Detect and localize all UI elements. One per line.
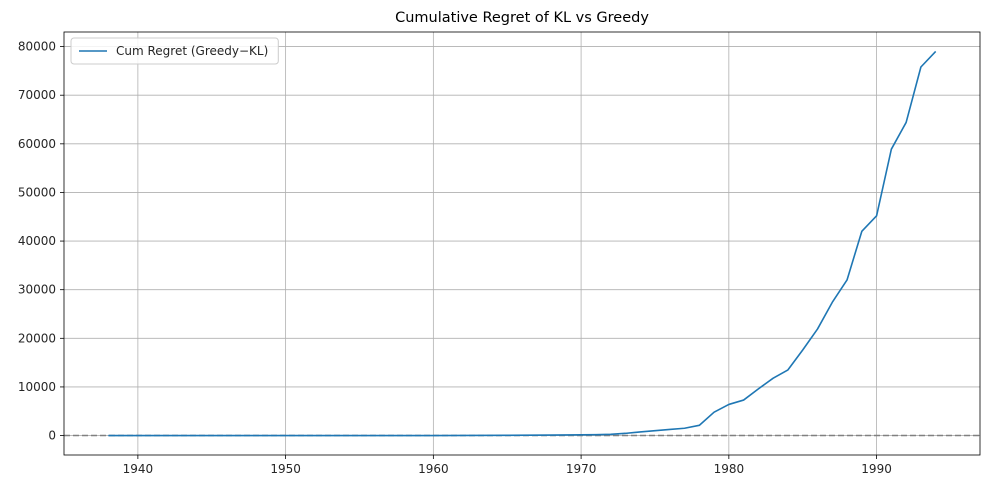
grid <box>64 32 980 455</box>
y-tick-label: 40000 <box>18 234 56 248</box>
series-layer <box>108 50 937 437</box>
y-tick-label: 30000 <box>18 283 56 297</box>
y-tick-label: 50000 <box>18 185 56 199</box>
x-tick-label: 1950 <box>270 462 301 476</box>
x-tick-label: 1990 <box>861 462 892 476</box>
x-axis: 1940 1950 1960 1970 1980 1990 <box>123 455 892 476</box>
y-tick-label: 70000 <box>18 88 56 102</box>
legend-box <box>70 37 279 65</box>
y-tick-label: 20000 <box>18 331 56 345</box>
y-tick-label: 80000 <box>18 40 56 54</box>
x-tick-label: 1960 <box>418 462 449 476</box>
legend: Cum Regret (Greedy−KL) <box>70 37 279 65</box>
y-tick-label: 10000 <box>18 380 56 394</box>
y-axis: 0 10000 20000 30000 40000 50000 60000 70000 8000… <box>18 40 64 443</box>
chart-title: Cumulative Regret of KL vs Greedy <box>395 10 649 26</box>
x-tick-label: 1940 <box>123 462 154 476</box>
x-tick-label: 1980 <box>714 462 745 476</box>
legend-label: Cum Regret (Greedy−KL) <box>116 44 268 58</box>
y-tick-label: 0 <box>48 429 56 443</box>
plot-frame <box>63 31 981 456</box>
y-tick-label: 60000 <box>18 137 56 151</box>
x-tick-label: 1970 <box>566 462 597 476</box>
series-line-0 <box>108 50 937 437</box>
